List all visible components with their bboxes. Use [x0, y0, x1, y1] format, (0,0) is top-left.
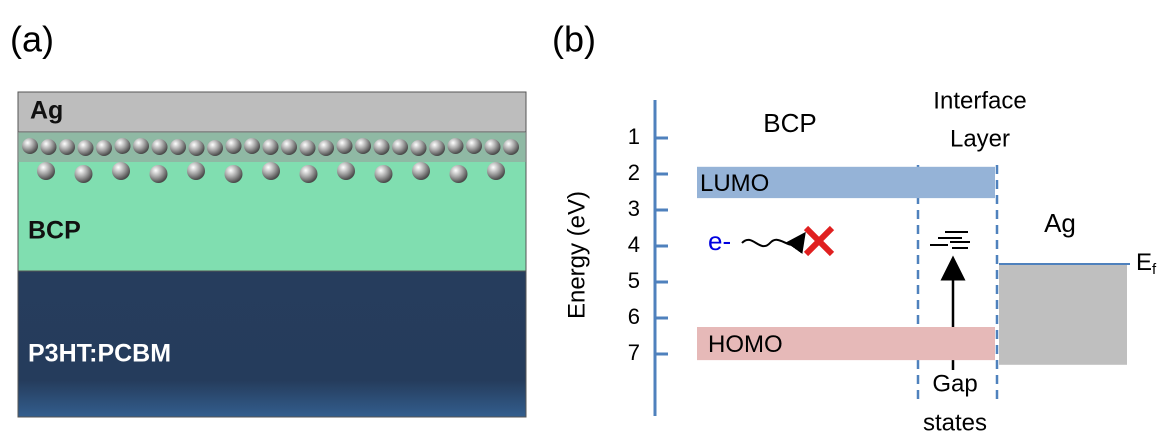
tick-label: 6 — [628, 304, 640, 329]
nanoparticle — [503, 139, 519, 155]
nanoparticle — [59, 139, 75, 155]
nanoparticle — [37, 162, 55, 180]
nanoparticle — [300, 140, 316, 156]
nanoparticle — [318, 140, 334, 156]
nanoparticle — [262, 162, 280, 180]
nanoparticle — [466, 138, 482, 154]
region-label: Ag — [1044, 208, 1076, 238]
nanoparticle — [150, 165, 168, 183]
fermi-symbol: E — [1136, 249, 1152, 276]
nanoparticle — [375, 165, 393, 183]
tick-label: 2 — [628, 160, 640, 185]
fermi-label: Ef — [1136, 249, 1157, 278]
nanoparticle — [448, 138, 464, 154]
ag-layer — [18, 92, 526, 132]
tick-label: 7 — [628, 340, 640, 365]
nanoparticle — [96, 140, 112, 156]
nanoparticle — [207, 140, 223, 156]
nanoparticle — [485, 139, 501, 155]
annotation: states — [923, 409, 987, 436]
nanoparticle — [75, 165, 93, 183]
region-label: Layer — [950, 125, 1010, 152]
fermi-subscript: f — [1152, 261, 1157, 278]
nanoparticle — [337, 162, 355, 180]
blocked-mark — [806, 228, 832, 254]
nanoparticle — [41, 139, 57, 155]
nanoparticle — [392, 139, 408, 155]
panel-label: (b) — [552, 19, 596, 60]
nanoparticle — [374, 139, 390, 155]
region-label: Interface — [933, 87, 1026, 114]
nanoparticle — [170, 139, 186, 155]
annotation: Gap — [932, 370, 977, 397]
nanoparticle — [263, 139, 279, 155]
nanoparticle — [226, 138, 242, 154]
nanoparticle — [450, 165, 468, 183]
layer-label: P3HT:PCBM — [28, 340, 171, 368]
band-label: LUMO — [700, 170, 769, 197]
nanoparticle — [281, 139, 297, 155]
tick-label: 3 — [628, 196, 640, 221]
nanoparticle — [337, 138, 353, 154]
region-label: BCP — [763, 108, 816, 138]
tick-label: 4 — [628, 232, 640, 257]
nanoparticle — [112, 162, 130, 180]
axis-label: Energy (eV) — [563, 191, 590, 319]
nanoparticle — [487, 162, 505, 180]
nanoparticle — [355, 138, 371, 154]
nanoparticle — [412, 162, 430, 180]
gap-state-lines — [930, 232, 970, 248]
metal-band — [999, 264, 1127, 365]
nanoparticle — [411, 140, 427, 156]
nanoparticle — [22, 138, 38, 154]
panel-label: (a) — [10, 19, 54, 60]
nanoparticle — [244, 138, 260, 154]
layer-label: BCP — [28, 217, 81, 245]
nanoparticle — [115, 138, 131, 154]
electron-arrow — [742, 240, 800, 246]
nanoparticle — [133, 138, 149, 154]
nanoparticle — [300, 165, 318, 183]
nanoparticle — [429, 140, 445, 156]
band-label: HOMO — [708, 331, 783, 358]
layer-label: Ag — [30, 97, 63, 125]
tick-label: 5 — [628, 268, 640, 293]
figure: (a) Ag BCP P3HT:PCBM (b) Energy (eV) BCP… — [0, 0, 1171, 441]
tick-label: 1 — [628, 124, 640, 149]
nanoparticle — [189, 140, 205, 156]
nanoparticle — [78, 140, 94, 156]
nanoparticle — [225, 165, 243, 183]
electron-label: e- — [708, 226, 731, 256]
nanoparticle — [152, 139, 168, 155]
nanoparticle — [187, 162, 205, 180]
